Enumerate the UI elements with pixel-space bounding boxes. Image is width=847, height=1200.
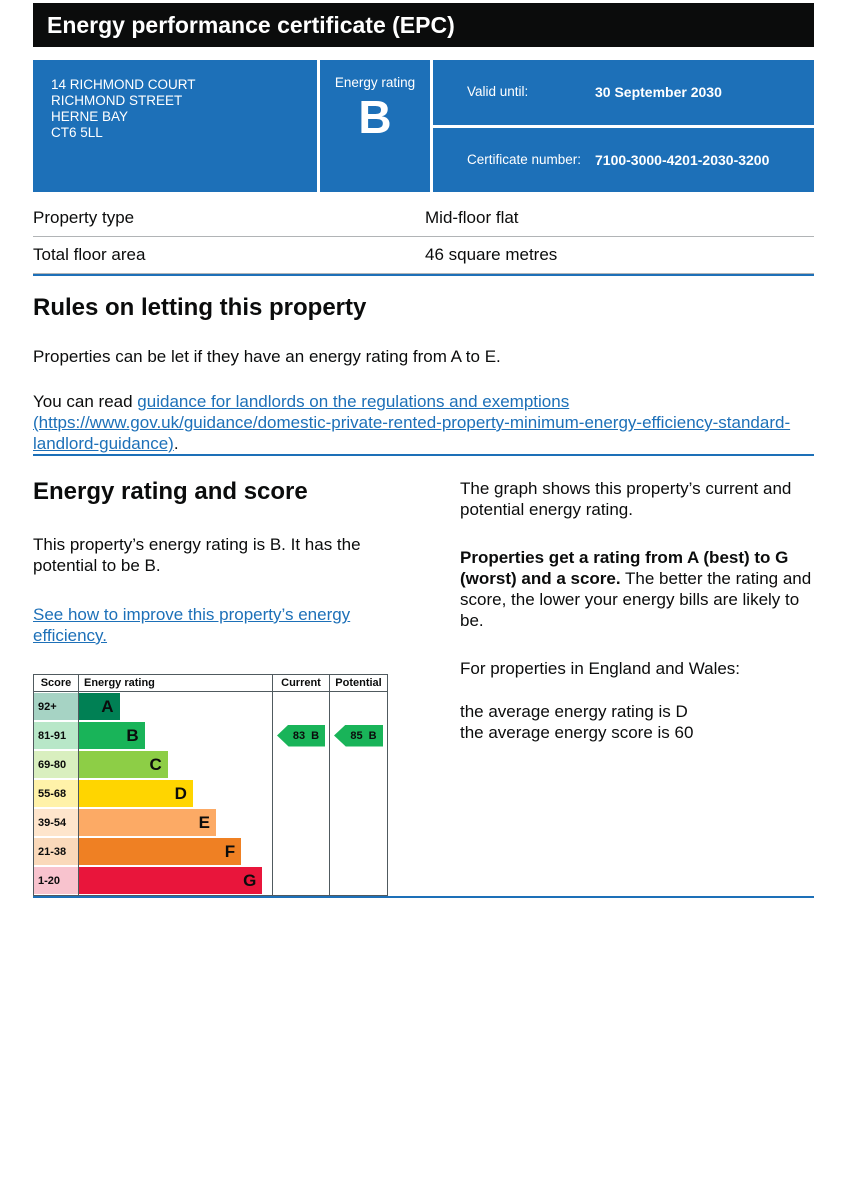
property-details-table: Property type Mid-floor flat Total floor… bbox=[33, 200, 814, 274]
energy-rating-section: Energy rating and score This property’s … bbox=[33, 478, 814, 896]
valid-until-value: 30 September 2030 bbox=[595, 84, 722, 101]
potential-score: 85 bbox=[350, 729, 363, 742]
improve-efficiency-link[interactable]: See how to improve this property’s energ… bbox=[33, 605, 351, 645]
rating-intro: This property’s energy rating is B. It h… bbox=[33, 535, 361, 575]
band-letter: F bbox=[79, 838, 242, 865]
property-type-value: Mid-floor flat bbox=[425, 208, 519, 227]
rating-right-column: The graph shows this property’s current … bbox=[460, 478, 814, 896]
ratings-explanation-rest: The better the rating and score, the low… bbox=[460, 569, 812, 630]
potential-arrow: 85 B bbox=[334, 724, 383, 747]
summary-banner: 14 RICHMOND COURT RICHMOND STREET HERNE … bbox=[33, 60, 814, 192]
epc-chart: Score Energy rating Current Potential 83… bbox=[33, 674, 388, 896]
band-score-cell: 92+ bbox=[34, 692, 79, 721]
energy-rating-value: B bbox=[358, 91, 392, 143]
band-letter: G bbox=[79, 867, 263, 894]
energy-rating-box: Energy rating B bbox=[320, 60, 430, 192]
band-score: 69-80 bbox=[34, 751, 78, 778]
landlord-guidance-link[interactable]: guidance for landlords on the regulation… bbox=[33, 392, 791, 453]
current-letter: B bbox=[311, 729, 320, 742]
band-score-cell: 55-68 bbox=[34, 779, 79, 808]
band-score-cell: 69-80 bbox=[34, 750, 79, 779]
address-line: HERNE BAY bbox=[51, 109, 129, 124]
address-line: CT6 5LL bbox=[51, 125, 103, 140]
section-divider bbox=[33, 896, 814, 898]
band-bar-cell: C bbox=[79, 750, 272, 779]
current-score: 83 bbox=[292, 729, 306, 742]
section-divider bbox=[33, 274, 814, 276]
band-score: 1-20 bbox=[34, 867, 78, 894]
rating-left-column: Energy rating and score This property’s … bbox=[33, 478, 423, 896]
band-bar-cell: B bbox=[79, 721, 272, 750]
rating-heading: Energy rating and score bbox=[33, 478, 308, 505]
averages-paragraph: the average energy rating is D the avera… bbox=[460, 701, 814, 743]
valid-until-row: Valid until: 30 September 2030 bbox=[433, 60, 814, 128]
band-score-cell: 81-91 bbox=[34, 721, 79, 750]
address-line: RICHMOND STREET bbox=[51, 93, 183, 108]
floor-area-label: Total floor area bbox=[33, 245, 146, 264]
band-score-cell: 21-38 bbox=[34, 837, 79, 866]
current-arrow: 83 B bbox=[277, 724, 325, 747]
rules-section: Rules on letting this property Propertie… bbox=[33, 294, 814, 454]
region-intro: For properties in England and Wales: bbox=[460, 659, 741, 678]
band-bar-cell: F bbox=[79, 837, 272, 866]
improve-link-paragraph: See how to improve this property’s energ… bbox=[33, 604, 423, 646]
ratings-explanation: Properties get a rating from A (best) to… bbox=[460, 547, 814, 631]
valid-until-label: Valid until: bbox=[467, 84, 529, 100]
property-address: 14 RICHMOND COURT RICHMOND STREET HERNE … bbox=[33, 60, 317, 192]
band-bar-cell: E bbox=[79, 808, 272, 837]
epc-chart-grid: Score Energy rating Current Potential 83… bbox=[34, 675, 387, 895]
rules-heading: Rules on letting this property bbox=[33, 294, 367, 321]
band-letter: C bbox=[79, 751, 168, 778]
potential-letter: B bbox=[368, 729, 377, 742]
band-bar-cell: D bbox=[79, 779, 272, 808]
ratings-explanation-bold: Properties get a rating from A (best) to… bbox=[460, 548, 789, 588]
current-rating-column: 83 B bbox=[272, 692, 329, 895]
certificate-number-value: 7100-3000-4201-2030-3200 bbox=[595, 151, 770, 168]
graph-description: The graph shows this property’s current … bbox=[460, 479, 792, 519]
average-score-line: the average energy score is 60 bbox=[460, 723, 694, 742]
page-title: Energy performance certificate (EPC) bbox=[47, 11, 455, 38]
band-score-cell: 39-54 bbox=[34, 808, 79, 837]
address-line: 14 RICHMOND COURT bbox=[51, 77, 196, 92]
band-score-cell: 1-20 bbox=[34, 866, 79, 895]
band-score: 55-68 bbox=[34, 780, 78, 807]
average-rating-line: the average energy rating is D bbox=[460, 702, 688, 721]
chart-header-potential: Potential bbox=[329, 675, 387, 692]
certificate-number-row: Certificate number: 7100-3000-4201-2030-… bbox=[433, 128, 814, 193]
vertical-divider bbox=[430, 60, 433, 192]
band-letter: B bbox=[79, 722, 145, 749]
band-score: 92+ bbox=[34, 693, 78, 720]
table-row: Total floor area 46 square metres bbox=[33, 237, 814, 274]
band-bar-cell: G bbox=[79, 866, 272, 895]
validity-panel: Valid until: 30 September 2030 Certifica… bbox=[433, 60, 814, 192]
potential-rating-column: 85 B bbox=[329, 692, 387, 895]
band-score: 81-91 bbox=[34, 722, 78, 749]
rules-paragraph: You can read guidance for landlords on t… bbox=[33, 391, 814, 454]
vertical-divider bbox=[317, 60, 320, 192]
certificate-number-label: Certificate number: bbox=[467, 151, 582, 167]
chart-header-score: Score bbox=[34, 675, 79, 692]
band-letter: D bbox=[79, 780, 193, 807]
section-divider bbox=[33, 454, 814, 456]
band-letter: A bbox=[79, 693, 120, 720]
rules-paragraph: Properties can be let if they have an en… bbox=[33, 347, 501, 366]
property-type-label: Property type bbox=[33, 208, 135, 227]
document-header: Energy performance certificate (EPC) bbox=[33, 3, 814, 47]
band-bar-cell: A bbox=[79, 692, 272, 721]
chart-header-energy-rating: Energy rating bbox=[79, 675, 272, 692]
band-score: 39-54 bbox=[34, 809, 78, 836]
band-score: 21-38 bbox=[34, 838, 78, 865]
rules-text-suffix: . bbox=[173, 434, 179, 453]
epc-document: Energy performance certificate (EPC) 14 … bbox=[33, 3, 814, 898]
band-letter: E bbox=[79, 809, 217, 836]
energy-rating-label: Energy rating bbox=[334, 75, 416, 90]
rules-text-prefix: You can read bbox=[33, 392, 138, 411]
table-row: Property type Mid-floor flat bbox=[33, 200, 814, 237]
floor-area-value: 46 square metres bbox=[425, 245, 558, 264]
chart-header-current: Current bbox=[272, 675, 329, 692]
